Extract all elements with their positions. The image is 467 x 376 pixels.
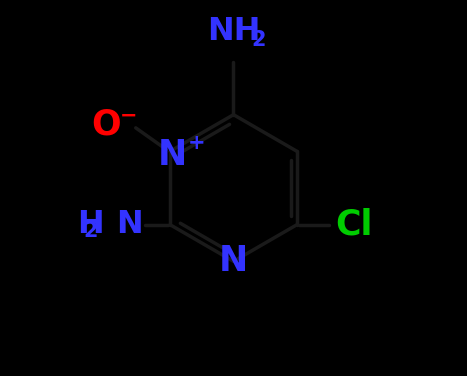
Text: H: H bbox=[77, 209, 104, 240]
Text: N: N bbox=[157, 138, 186, 172]
Text: N: N bbox=[116, 209, 142, 240]
Text: NH: NH bbox=[207, 16, 261, 47]
Text: 2: 2 bbox=[251, 30, 266, 50]
Text: +: + bbox=[188, 133, 205, 153]
Text: Cl: Cl bbox=[335, 208, 373, 242]
Text: 2: 2 bbox=[83, 221, 98, 241]
Text: −: − bbox=[120, 105, 137, 126]
Text: N: N bbox=[219, 244, 248, 278]
Text: O: O bbox=[91, 108, 120, 142]
